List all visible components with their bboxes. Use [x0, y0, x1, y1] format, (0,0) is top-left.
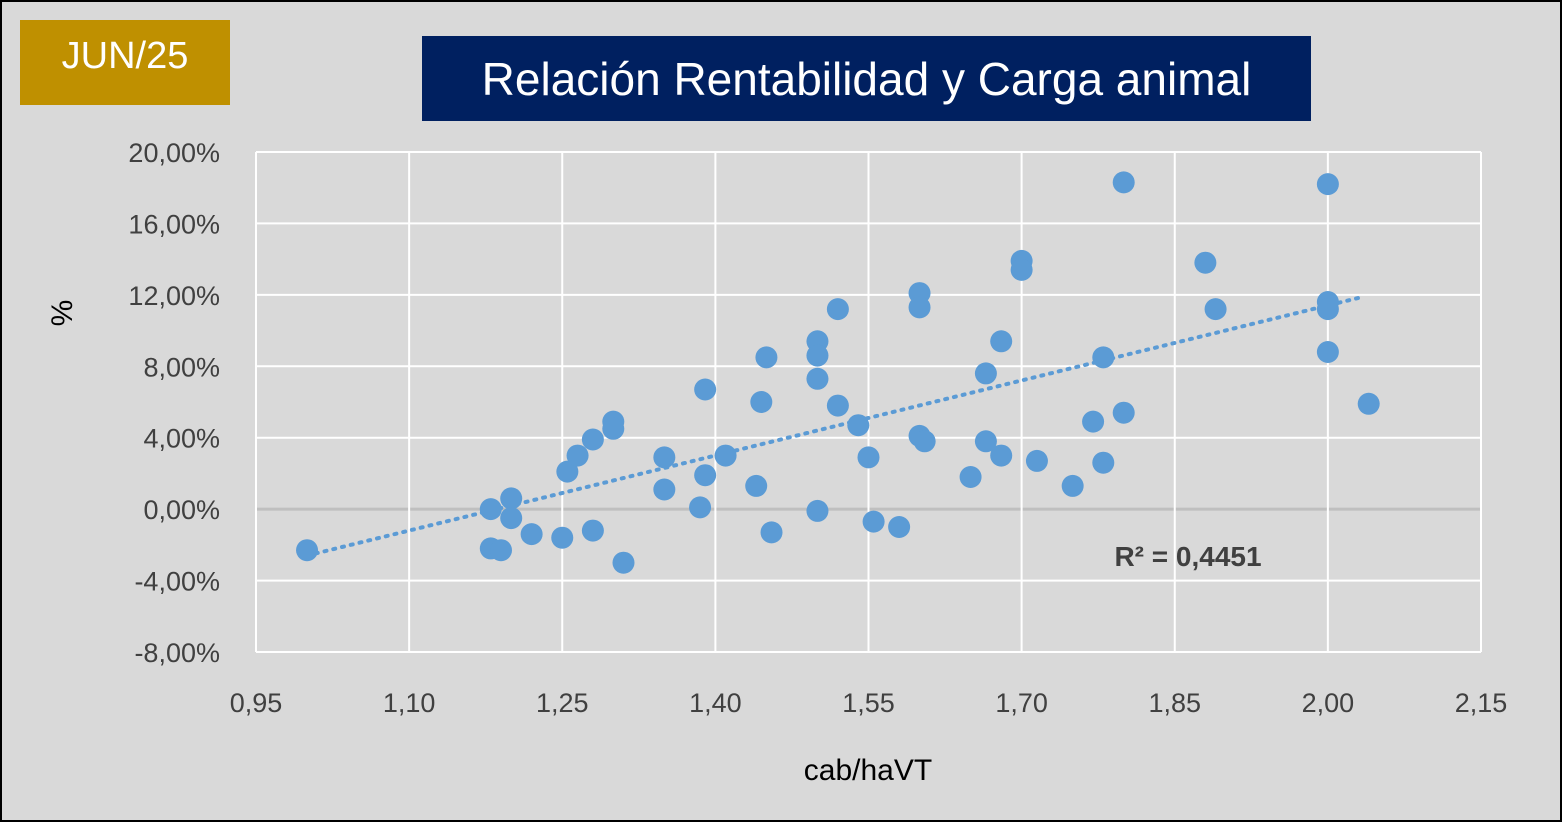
- x-tick-label: 1,40: [689, 688, 742, 718]
- data-point: [1204, 298, 1227, 321]
- chart-title: Relación Rentabilidad y Carga animal: [422, 36, 1311, 121]
- data-point: [990, 330, 1013, 353]
- data-point: [913, 430, 936, 453]
- data-point: [806, 344, 829, 367]
- data-point: [959, 466, 982, 488]
- x-tick-label: 2,00: [1302, 688, 1355, 718]
- data-points: [296, 171, 1380, 574]
- y-tick-label: 8,00%: [143, 352, 220, 382]
- date-badge: JUN/25: [20, 20, 230, 105]
- data-point: [714, 444, 737, 467]
- data-point: [1112, 401, 1135, 424]
- y-tick-label: 12,00%: [128, 281, 220, 311]
- data-point: [862, 510, 885, 533]
- data-point: [1082, 410, 1105, 433]
- y-tick-label: -4,00%: [134, 567, 220, 597]
- r-squared-annotation: R² = 0,4451: [1114, 541, 1261, 572]
- data-point: [694, 464, 717, 487]
- data-point: [974, 362, 997, 385]
- data-point: [500, 507, 523, 530]
- data-point: [1316, 341, 1339, 363]
- data-point: [500, 487, 523, 510]
- data-point: [806, 499, 829, 522]
- linear-trendline: [305, 294, 1366, 558]
- x-tick-label: 1,55: [842, 688, 895, 718]
- data-point: [750, 391, 773, 413]
- data-point: [990, 444, 1013, 467]
- y-axis-label: %: [46, 300, 79, 327]
- x-tick-label: 1,85: [1148, 688, 1201, 718]
- data-point: [857, 446, 880, 469]
- data-point: [1357, 392, 1380, 415]
- data-point: [296, 539, 319, 562]
- data-point: [755, 346, 778, 369]
- y-tick-label: 4,00%: [143, 424, 220, 454]
- data-point: [806, 367, 829, 390]
- trendline: [305, 294, 1366, 558]
- data-point: [520, 523, 543, 546]
- data-point: [1010, 258, 1033, 281]
- data-point: [1092, 451, 1115, 474]
- y-tick-label: 20,00%: [128, 138, 220, 168]
- data-point: [551, 526, 574, 549]
- data-point: [581, 428, 604, 451]
- data-point: [908, 296, 931, 319]
- x-axis-ticks: 0,95 1,10 1,25 1,40 1,55 1,70 1,85 2,00 2,15: [230, 688, 1508, 718]
- data-point: [1194, 251, 1217, 274]
- x-tick-label: 1,70: [995, 688, 1048, 718]
- y-axis-ticks: 20,00% 16,00% 12,00% 8,00% 4,00% 0,00% -4,00% -…: [128, 138, 220, 668]
- x-tick-label: 0,95: [230, 688, 283, 718]
- grid-lines: [255, 151, 1482, 653]
- data-point: [556, 460, 579, 483]
- y-tick-label: 16,00%: [128, 209, 220, 239]
- y-tick-label: -8,00%: [134, 638, 220, 668]
- x-tick-label: 2,15: [1455, 688, 1508, 718]
- x-tick-label: 1,25: [536, 688, 589, 718]
- data-point: [1025, 449, 1048, 472]
- data-point: [1316, 173, 1339, 196]
- data-point: [694, 378, 717, 401]
- data-point: [1316, 298, 1339, 321]
- data-point: [479, 498, 502, 521]
- data-point: [826, 394, 849, 417]
- x-tick-label: 1,10: [383, 688, 436, 718]
- data-point: [847, 414, 870, 437]
- data-point: [760, 521, 783, 544]
- data-point: [1112, 171, 1135, 194]
- data-point: [745, 474, 768, 497]
- data-point: [653, 478, 676, 501]
- data-point: [1092, 346, 1115, 369]
- data-point: [826, 298, 849, 321]
- data-point: [888, 516, 911, 538]
- data-point: [1061, 474, 1084, 497]
- data-point: [566, 444, 589, 467]
- data-point: [612, 551, 635, 574]
- data-point: [974, 430, 997, 453]
- data-point: [602, 417, 625, 440]
- data-point: [689, 496, 712, 519]
- x-axis-label: cab/haVT: [804, 754, 932, 787]
- data-point: [581, 519, 604, 542]
- data-point: [653, 446, 676, 469]
- data-point: [490, 539, 512, 562]
- y-tick-label: 0,00%: [143, 495, 220, 525]
